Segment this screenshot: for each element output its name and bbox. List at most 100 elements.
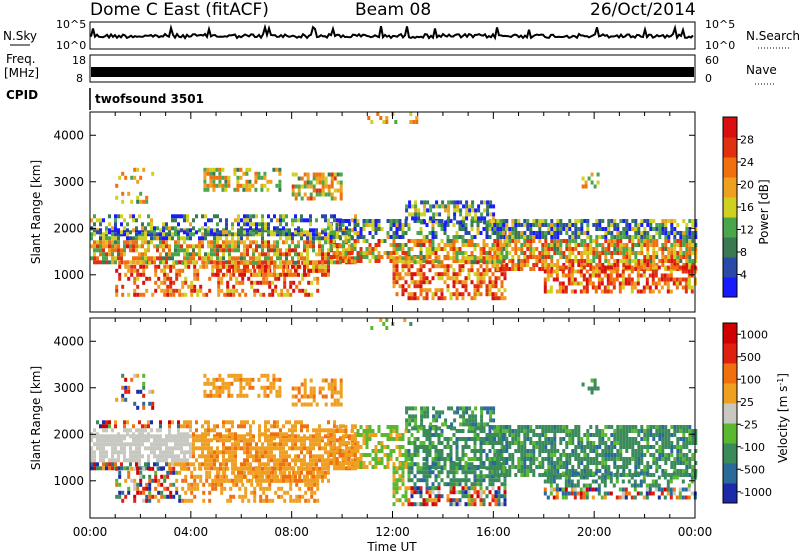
heatmap-cell: [298, 494, 302, 499]
heatmap-cell: [395, 490, 399, 495]
heatmap-cell: [607, 223, 611, 227]
heatmap-cell: [413, 486, 417, 491]
heatmap-cell: [446, 235, 450, 239]
heatmap-cell: [449, 453, 453, 457]
heatmap-cell: [473, 235, 477, 239]
heatmap-cell: [446, 453, 450, 457]
heatmap-cell: [604, 239, 608, 243]
heatmap-cell: [253, 490, 257, 495]
heatmap-cell: [570, 269, 574, 274]
heatmap-cell: [586, 231, 590, 235]
heatmap-cell: [261, 470, 264, 475]
heatmap-cell: [464, 260, 468, 265]
heatmap-cell: [336, 218, 339, 223]
heatmap-cell: [222, 256, 225, 261]
heatmap-cell: [265, 474, 269, 479]
heatmap-cell: [440, 223, 444, 227]
heatmap-cell: [198, 228, 201, 233]
heatmap-cell: [225, 420, 228, 425]
heatmap-cell: [297, 470, 300, 475]
heatmap-cell: [297, 398, 301, 403]
heatmap-cell: [613, 251, 617, 255]
heatmap-cell: [309, 442, 312, 447]
heatmap-cell: [434, 429, 438, 433]
heatmap-cell: [303, 240, 306, 245]
heatmap-cell: [667, 239, 671, 243]
heatmap-cell: [321, 172, 325, 177]
heatmap-cell: [96, 244, 99, 249]
heatmap-cell: [437, 247, 441, 251]
heatmap-cell: [383, 445, 387, 449]
heatmap-cell: [303, 260, 306, 265]
heatmap-cell: [382, 120, 386, 124]
heatmap-cell: [156, 248, 159, 253]
heatmap-cell: [172, 280, 176, 285]
heatmap-cell: [312, 248, 315, 253]
heatmap-cell: [351, 228, 354, 233]
heatmap-cell: [392, 276, 396, 281]
heatmap-cell: [242, 377, 246, 382]
heatmap-cell: [133, 167, 137, 172]
heatmap-cell: [567, 277, 571, 282]
heatmap-cell: [135, 436, 138, 441]
heatmap-cell: [216, 466, 219, 471]
heatmap-cell: [115, 183, 119, 188]
heatmap-cell: [316, 486, 320, 491]
heatmap-cell: [254, 175, 258, 180]
heatmap-cell: [240, 446, 243, 451]
heatmap-cell: [329, 437, 333, 441]
heatmap-cell: [138, 450, 141, 455]
heatmap-cell: [604, 227, 608, 231]
heatmap-cell: [243, 466, 246, 471]
heatmap-cell: [231, 248, 234, 253]
heatmap-cell: [431, 465, 435, 469]
nsearch-tick-bottom: 10^0: [705, 39, 735, 52]
heatmap-cell: [270, 446, 273, 451]
heatmap-cell: [670, 267, 674, 271]
heatmap-cell: [401, 231, 405, 235]
heatmap-cell: [316, 498, 320, 503]
heatmap-cell: [589, 267, 593, 271]
heatmap-cell: [309, 244, 312, 249]
heatmap-cell: [114, 462, 117, 467]
heatmap-cell: [210, 458, 213, 463]
heatmap-cell: [267, 268, 270, 273]
heatmap-cell: [253, 280, 257, 285]
heatmap-cell: [132, 442, 135, 447]
heatmap-cell: [196, 292, 200, 297]
heatmap-cell: [138, 256, 141, 261]
heatmap-cell: [324, 272, 327, 277]
heatmap-cell: [511, 231, 515, 235]
heatmap-cell: [544, 267, 548, 271]
heatmap-cell: [133, 264, 137, 269]
heatmap-cell: [353, 461, 357, 465]
heatmap-cell: [440, 264, 444, 269]
heatmap-cell: [295, 498, 299, 503]
heatmap-cell: [368, 223, 372, 227]
heatmap-cell: [407, 429, 411, 433]
heatmap-cell: [435, 212, 439, 217]
heatmap-cell: [550, 243, 554, 247]
heatmap-cell: [286, 260, 290, 265]
heatmap-cell: [234, 248, 237, 253]
heatmap-cell: [410, 276, 414, 281]
heatmap-cell: [252, 232, 255, 237]
heatmap-cell: [688, 235, 692, 239]
heatmap-cell: [93, 466, 96, 471]
heatmap-cell: [303, 172, 307, 177]
heatmap-cell: [594, 273, 598, 278]
heatmap-cell: [169, 280, 173, 285]
heatmap-cell: [514, 251, 518, 255]
heatmap-cell: [348, 446, 351, 451]
heatmap-cell: [479, 284, 483, 289]
heatmap-cell: [664, 223, 668, 227]
heatmap-cell: [491, 461, 495, 465]
heatmap-cell: [291, 222, 294, 227]
heatmap-cell: [156, 256, 159, 261]
heatmap-cell: [452, 251, 456, 255]
heatmap-cell: [295, 264, 299, 269]
heatmap-cell: [580, 263, 584, 267]
heatmap-cell: [118, 494, 122, 499]
heatmap-cell: [407, 453, 411, 457]
heatmap-cell: [285, 264, 288, 269]
